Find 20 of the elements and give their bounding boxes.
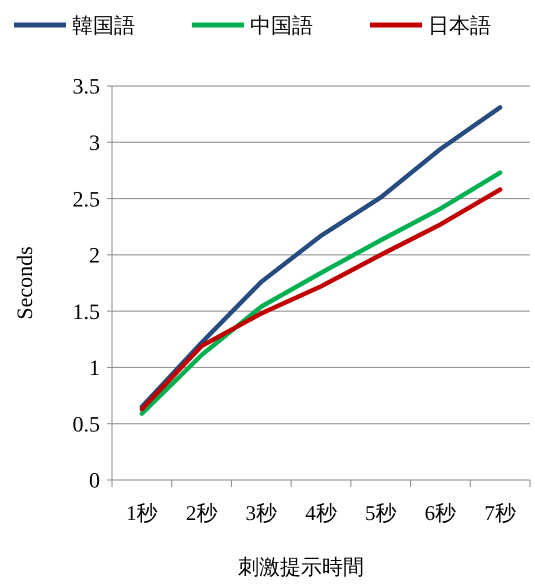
y-tick-label: 3.5 [72,74,100,99]
x-tick-label: 7秒 [484,501,516,525]
y-tick-label: 1 [89,355,100,380]
x-tick-label: 3秒 [246,501,278,525]
legend-label: 中国語 [250,13,313,38]
x-tick-label: 2秒 [186,501,218,525]
x-tick-label: 4秒 [305,501,337,525]
y-axis-title: Seconds [12,246,37,320]
y-tick-label: 0.5 [72,411,100,436]
y-tick-label: 0 [89,468,100,493]
x-tick-label: 1秒 [126,501,158,525]
x-tick-label: 6秒 [424,501,456,525]
y-tick-label: 2 [89,242,100,268]
y-tick-label: 1.5 [72,298,100,324]
legend-label: 韓国語 [72,13,135,38]
legend-label: 日本語 [428,13,491,38]
x-axis-title: 刺激提示時間 [238,555,364,579]
x-tick-label: 5秒 [364,501,396,525]
y-tick-label: 3 [89,130,100,155]
y-tick-label: 2.5 [72,186,100,212]
